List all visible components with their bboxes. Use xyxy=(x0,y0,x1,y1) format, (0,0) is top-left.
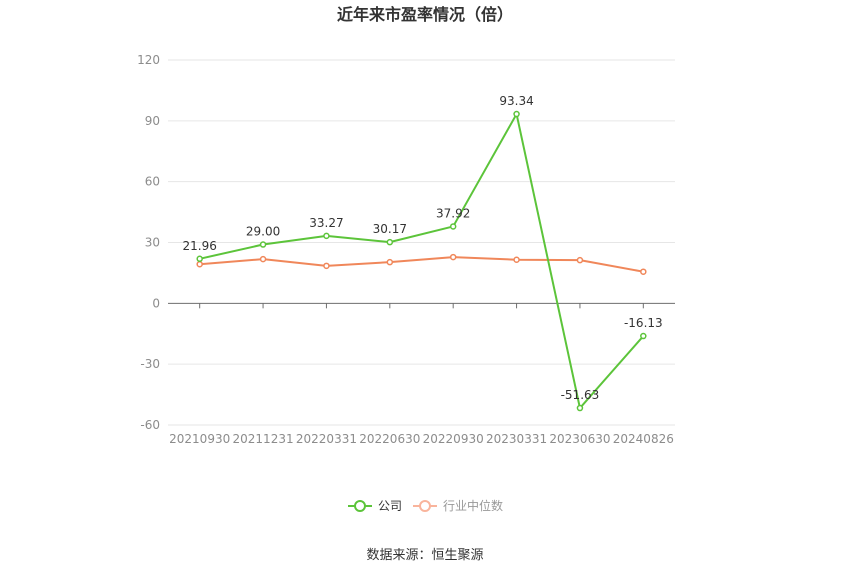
y-tick-label: 0 xyxy=(152,296,160,310)
x-tick-label: 20230331 xyxy=(486,432,547,446)
data-label: 33.27 xyxy=(309,216,343,230)
company-point[interactable] xyxy=(513,110,520,118)
data-label: 37.92 xyxy=(436,206,470,220)
x-tick-label: 20230630 xyxy=(549,432,610,446)
x-tick-label: 20211231 xyxy=(233,432,294,446)
x-tick-label: 20240826 xyxy=(613,432,674,446)
data-label: 29.00 xyxy=(246,225,280,239)
data-label: 93.34 xyxy=(499,94,533,108)
industry-median-point[interactable] xyxy=(323,262,330,270)
x-tick-label: 20220930 xyxy=(423,432,484,446)
industry-median-point[interactable] xyxy=(386,258,394,266)
company-point[interactable] xyxy=(449,223,457,230)
company-point[interactable] xyxy=(259,241,267,248)
industry-median-point[interactable] xyxy=(576,256,584,264)
company-point[interactable] xyxy=(196,255,203,263)
y-tick-label: 90 xyxy=(145,114,160,128)
x-axis: 20210930 20211231 20220331 20220630 20220930… xyxy=(168,302,675,446)
series-line-industry-median xyxy=(199,256,644,273)
series-line-company xyxy=(199,113,645,410)
x-tick-label: 20220630 xyxy=(359,432,420,446)
y-tick-label: -30 xyxy=(140,357,160,371)
industry-median-point[interactable] xyxy=(640,268,647,275)
industry-median-point[interactable] xyxy=(449,253,457,261)
data-source: 数据来源：恒生聚源 xyxy=(366,548,483,563)
y-tick-label: 60 xyxy=(145,175,160,189)
data-labels: 21.96 29.00 33.27 30.17 37.92 93.34 -51.63 -16.… xyxy=(183,94,663,402)
legend-industry-marker xyxy=(419,500,431,512)
industry-median-point[interactable] xyxy=(513,256,520,263)
y-tick-label: 30 xyxy=(145,236,160,250)
industry-median-point[interactable] xyxy=(196,260,203,268)
legend-industry-label: 行业中位数 xyxy=(443,498,503,513)
company-point[interactable] xyxy=(640,332,647,340)
legend-item-company[interactable]: 公司 xyxy=(348,499,402,513)
chart-title: 近年来市盈率情况（倍） xyxy=(337,5,513,24)
series-layer xyxy=(196,110,647,412)
y-axis: -60 -30 0 30 60 90 120 xyxy=(137,53,160,432)
legend: 公司 行业中位数 xyxy=(348,498,503,513)
legend-company-marker xyxy=(354,500,366,512)
company-point[interactable] xyxy=(386,238,394,246)
legend-item-industry-median[interactable]: 行业中位数 xyxy=(413,498,503,513)
x-tick-label: 20220331 xyxy=(296,432,357,446)
data-label: -51.63 xyxy=(561,388,600,402)
y-tick-label: 120 xyxy=(137,53,160,67)
x-tick-label: 20210930 xyxy=(169,432,230,446)
company-point[interactable] xyxy=(576,404,584,412)
y-tick-label: -60 xyxy=(140,418,160,432)
legend-company-label: 公司 xyxy=(378,499,402,513)
data-label: -16.13 xyxy=(624,316,663,330)
industry-median-point[interactable] xyxy=(259,255,267,263)
company-point[interactable] xyxy=(323,232,330,240)
data-label: 21.96 xyxy=(183,239,217,253)
data-label: 30.17 xyxy=(373,222,407,236)
grid-lines xyxy=(168,59,675,426)
